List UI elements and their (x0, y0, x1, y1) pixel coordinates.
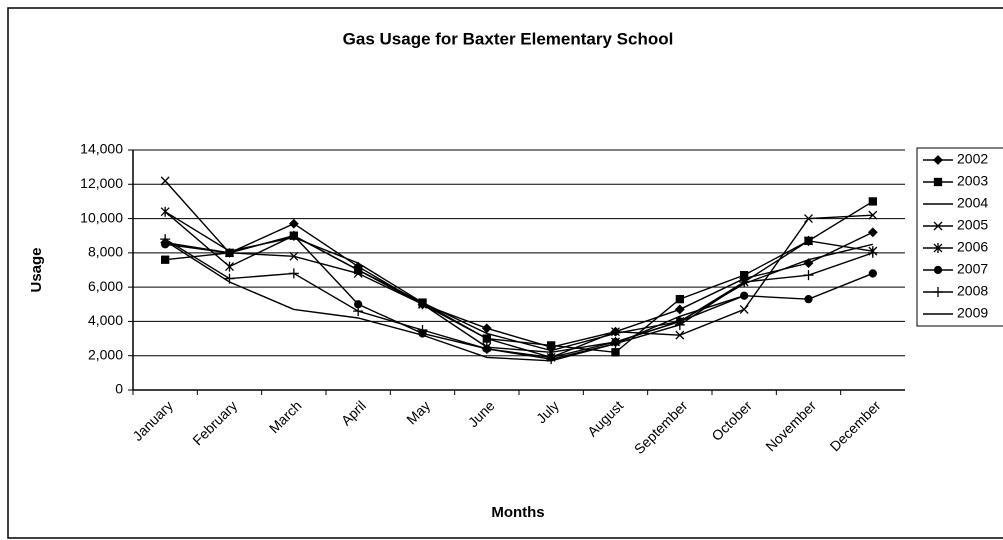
marker (353, 265, 363, 275)
legend-label: 2007 (957, 261, 988, 277)
marker (739, 277, 750, 287)
y-tick-label: 14,000 (80, 141, 123, 157)
chart-title: Gas Usage for Baxter Elementary School (343, 29, 674, 48)
marker (933, 221, 943, 231)
marker (161, 255, 170, 264)
series-line (164, 180, 873, 359)
marker (160, 234, 171, 245)
marker (868, 269, 877, 278)
marker (804, 214, 813, 224)
marker (611, 348, 620, 357)
legend-label: 2006 (957, 239, 988, 255)
series-line (164, 211, 873, 353)
x-axis-title: Months (491, 504, 544, 521)
marker (160, 176, 170, 186)
legend-label: 2008 (957, 283, 988, 299)
marker (289, 231, 298, 240)
marker (289, 251, 299, 261)
marker (933, 265, 943, 275)
marker (418, 299, 427, 310)
legend-label: 2009 (957, 305, 988, 321)
legend-box (916, 147, 1003, 327)
series-line (164, 211, 873, 352)
marker (353, 306, 364, 317)
marker (160, 206, 170, 217)
legend-label: 2002 (957, 151, 988, 167)
y-tick-label: 8,000 (88, 244, 123, 260)
legend-label: 2005 (957, 217, 988, 233)
y-tick-label: 12,000 (80, 175, 123, 191)
marker (933, 177, 943, 187)
y-tick-label: 0 (115, 381, 123, 397)
y-tick-label: 2,000 (88, 346, 123, 362)
marker (225, 261, 234, 272)
marker (867, 227, 878, 238)
series-line (164, 238, 874, 360)
series-line (164, 240, 745, 362)
marker (288, 218, 299, 229)
legend-label: 2003 (957, 173, 988, 189)
marker (481, 323, 492, 334)
series-line (165, 234, 874, 359)
marker (933, 243, 943, 253)
marker (482, 334, 492, 344)
y-tick-label: 10,000 (80, 209, 123, 225)
marker (804, 294, 813, 304)
marker (675, 330, 685, 340)
marker (804, 235, 813, 246)
marker (288, 268, 299, 279)
marker (803, 270, 814, 281)
y-axis-title: Usage (28, 247, 45, 292)
marker (481, 343, 492, 354)
marker (933, 287, 943, 297)
legend-label: 2004 (957, 195, 988, 211)
marker (933, 155, 943, 165)
marker (674, 304, 685, 315)
series-line (165, 222, 874, 348)
marker (739, 304, 749, 314)
y-tick-label: 4,000 (88, 312, 123, 328)
marker (674, 319, 685, 330)
marker (417, 325, 428, 335)
marker (867, 247, 878, 258)
y-tick-label: 6,000 (88, 278, 123, 294)
marker (546, 354, 557, 365)
marker (868, 210, 878, 220)
marker (225, 248, 234, 258)
marker (675, 294, 684, 304)
marker (611, 327, 620, 337)
marker (868, 197, 877, 206)
